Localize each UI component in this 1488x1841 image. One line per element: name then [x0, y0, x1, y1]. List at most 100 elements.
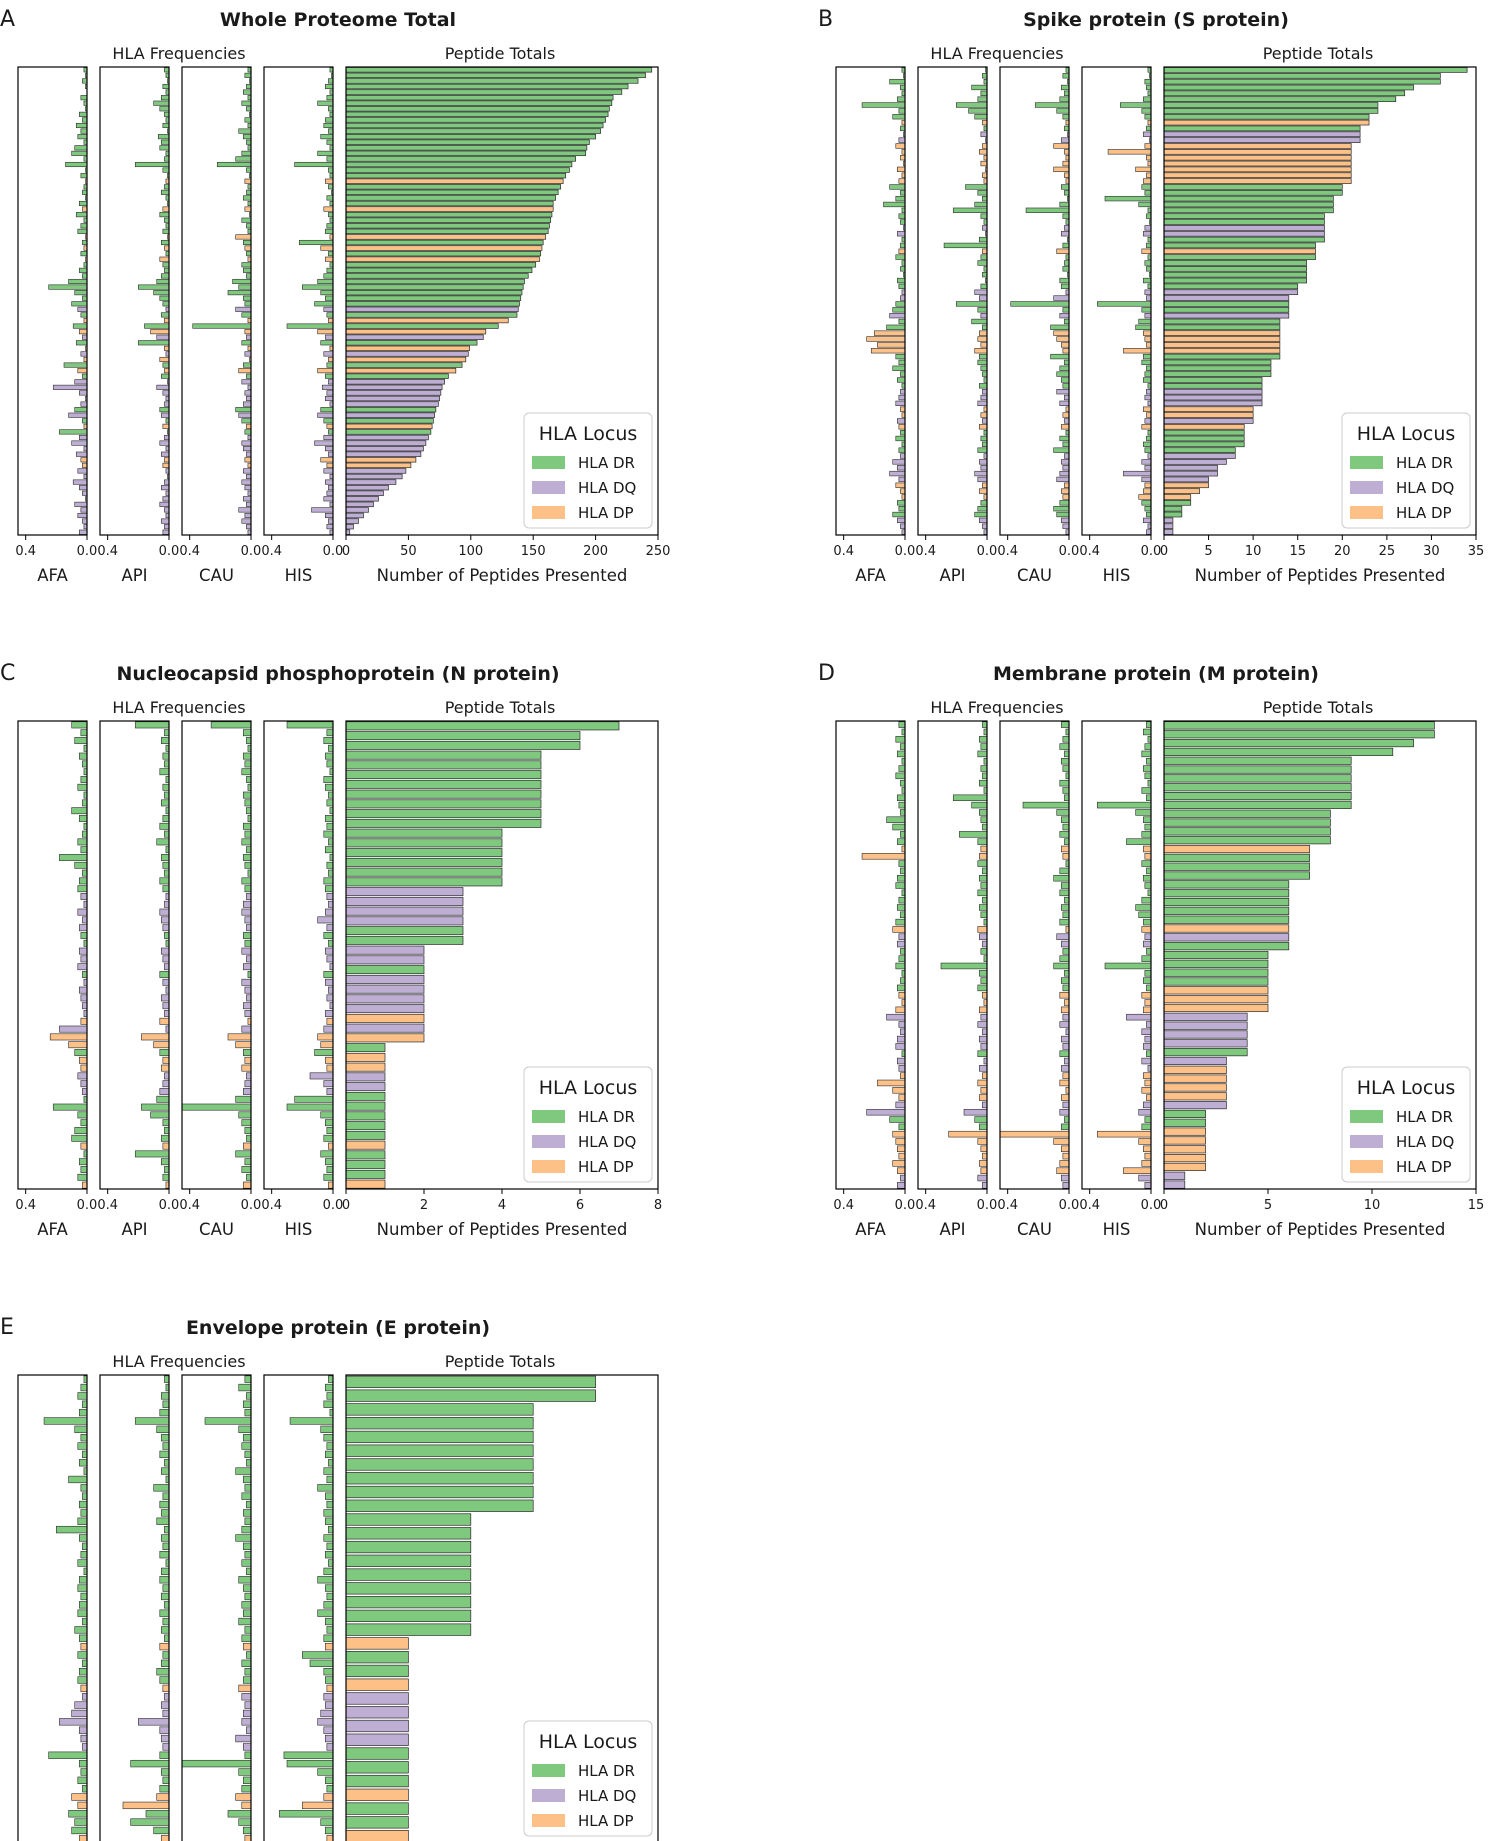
- freq-bar: [1053, 506, 1070, 512]
- freq-bar: [977, 96, 988, 102]
- freq-bar: [241, 217, 252, 223]
- total-bar: [345, 1072, 386, 1082]
- total-bar: [345, 468, 407, 474]
- total-bar: [1163, 90, 1406, 97]
- freq-bar: [77, 885, 88, 893]
- freq-bar: [328, 317, 334, 324]
- freq-bar: [159, 1408, 170, 1417]
- totals-tick-label: 0: [342, 544, 350, 559]
- freq-bar: [897, 500, 906, 506]
- panel-letter: E: [0, 1315, 14, 1340]
- legend-title: HLA Locus: [539, 423, 638, 445]
- freq-bar: [241, 1064, 252, 1072]
- total-bar: [1163, 435, 1245, 442]
- totals-header: Peptide Totals: [445, 698, 556, 717]
- freq-bar: [1059, 96, 1070, 102]
- freq-bar: [244, 1080, 252, 1088]
- freq-bar: [325, 1010, 334, 1017]
- totals-tick-label: 6: [576, 1198, 584, 1213]
- freq-bar: [328, 106, 334, 112]
- freq-bar: [59, 429, 88, 435]
- freq-bar: [80, 128, 88, 134]
- freq-bar: [1143, 874, 1152, 882]
- total-bar: [345, 887, 464, 897]
- freq-bar: [870, 348, 906, 354]
- freq-bar: [1120, 102, 1152, 108]
- freq-bar: [889, 184, 906, 190]
- freq-bar: [977, 190, 988, 196]
- freq-bar: [952, 794, 988, 802]
- freq-bar: [164, 1072, 170, 1080]
- freq-bar: [979, 459, 988, 465]
- freq-tick-label: 0.0: [241, 544, 262, 559]
- freq-bar: [1062, 787, 1070, 794]
- total-bar: [345, 351, 469, 357]
- total-bar: [345, 423, 433, 430]
- freq-bar: [898, 283, 906, 290]
- freq-bar: [1144, 743, 1152, 750]
- freq-bar: [1144, 260, 1152, 266]
- total-bar: [1163, 96, 1397, 102]
- freq-bar: [246, 1173, 252, 1181]
- freq-bar: [80, 1017, 88, 1025]
- freq-bar: [1141, 1123, 1152, 1131]
- population-label: HIS: [1103, 1220, 1131, 1239]
- freq-bar: [898, 933, 906, 940]
- freq-bar: [892, 459, 906, 465]
- total-bar: [345, 345, 470, 352]
- freq-bar: [1061, 940, 1070, 948]
- freq-bar: [74, 1049, 88, 1056]
- freq-bar: [82, 189, 88, 195]
- population-label: CAU: [1017, 1220, 1052, 1239]
- freq-bar: [323, 1080, 334, 1088]
- freq-bar: [1141, 500, 1152, 506]
- legend-label: HLA DP: [578, 1812, 634, 1830]
- total-bar: [345, 984, 425, 994]
- freq-bar: [1053, 874, 1070, 882]
- freq-bar: [1059, 470, 1070, 477]
- total-bar: [1163, 1083, 1227, 1092]
- totals-tick-label: 35: [1468, 544, 1485, 559]
- freq-bar: [77, 1609, 88, 1617]
- freq-bar: [1144, 447, 1152, 453]
- freq-bar: [246, 524, 252, 530]
- freq-bar: [243, 1676, 252, 1684]
- freq-bar: [977, 336, 988, 342]
- freq-bar: [897, 794, 906, 802]
- total-bar: [1163, 1039, 1248, 1048]
- freq-bar: [326, 195, 334, 201]
- freq-bar: [1138, 201, 1152, 208]
- population-label: API: [939, 1220, 965, 1239]
- total-bar: [1163, 365, 1272, 372]
- freq-bar: [246, 846, 252, 854]
- freq-bar: [153, 1484, 170, 1492]
- freq-bar: [1059, 201, 1070, 208]
- total-bar: [1163, 125, 1361, 132]
- freq-bar: [48, 1751, 88, 1759]
- freq-bar: [80, 173, 88, 179]
- total-bar: [1163, 464, 1218, 471]
- freq-bar: [156, 1425, 170, 1433]
- total-bar: [1163, 318, 1281, 325]
- freq-axes-frame: [1081, 66, 1152, 536]
- freq-bar: [1053, 1138, 1070, 1145]
- freq-bar: [1061, 283, 1070, 290]
- freq-bar: [241, 1166, 252, 1173]
- freq-bar: [164, 1459, 170, 1467]
- freq-bar: [244, 390, 252, 396]
- freq-bar: [80, 401, 88, 407]
- freq-bar: [325, 1734, 334, 1743]
- freq-bar: [317, 278, 334, 285]
- freq-bar: [320, 340, 334, 346]
- legend-label: HLA DQ: [578, 479, 636, 497]
- freq-bar: [246, 501, 252, 507]
- freq-bar: [80, 776, 88, 783]
- total-bar: [345, 239, 544, 246]
- total-bar: [345, 1788, 409, 1801]
- freq-bar: [159, 440, 170, 446]
- freq-bar: [979, 1006, 988, 1014]
- total-bar: [345, 965, 425, 975]
- freq-bar: [77, 838, 88, 846]
